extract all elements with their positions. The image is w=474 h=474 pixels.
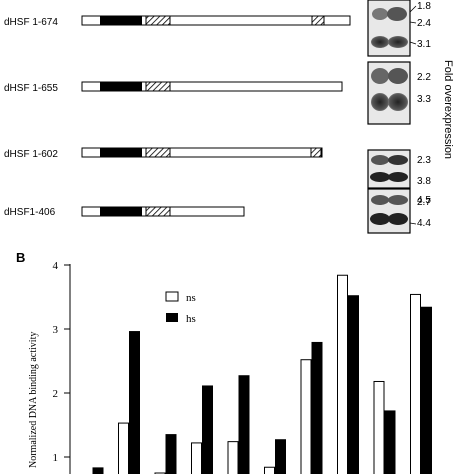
dna-binding-domain bbox=[100, 148, 142, 157]
bars bbox=[92, 274, 432, 474]
bar-ns bbox=[227, 441, 239, 474]
legend: ns hs bbox=[165, 291, 196, 325]
blot-panel-3 bbox=[367, 149, 411, 189]
construct-bar bbox=[81, 81, 343, 92]
construct-bar bbox=[81, 147, 323, 158]
construct-3: dHSF 1-602 bbox=[4, 147, 323, 160]
construct-4: dHSF1-406 bbox=[4, 206, 245, 218]
construct-label: dHSF1-406 bbox=[4, 207, 56, 218]
fold-value: 2.3 bbox=[417, 155, 431, 166]
bar-ns bbox=[410, 293, 421, 474]
bar-hs bbox=[202, 385, 213, 474]
y-tick-label: 2 bbox=[53, 388, 59, 400]
dna-binding-domain bbox=[100, 207, 142, 216]
construct-1: dHSF 1-674 bbox=[4, 15, 351, 28]
legend-swatch-ns bbox=[165, 291, 179, 302]
y-tick-label: 1 bbox=[53, 452, 59, 464]
trimerization-domain bbox=[145, 81, 171, 92]
blot-panel-4 bbox=[367, 188, 411, 234]
trimerization-domain bbox=[145, 147, 171, 158]
fold-value: 2.2 bbox=[417, 72, 431, 83]
bar-ns bbox=[264, 466, 275, 474]
fold-ticks bbox=[409, 5, 417, 225]
bar-hs bbox=[129, 331, 140, 474]
binding-chart: Normalized DNA binding activity 1 2 3 4 ns … bbox=[28, 260, 432, 474]
bar-hs bbox=[421, 306, 432, 474]
bar-hs bbox=[238, 375, 250, 474]
blot-panel-2 bbox=[367, 61, 411, 125]
construct-label: dHSF 1-674 bbox=[4, 17, 58, 28]
bar-ns bbox=[300, 359, 312, 474]
fold-value: 4.4 bbox=[417, 218, 431, 229]
legend-label-ns: ns bbox=[186, 292, 196, 304]
bar-ns bbox=[191, 442, 202, 474]
trimerization-domain bbox=[145, 15, 171, 26]
fold-value-visible: 2.7 bbox=[417, 197, 431, 208]
trimerization-domain bbox=[145, 206, 171, 217]
fold-value: 3.1 bbox=[417, 39, 431, 50]
bar-ns bbox=[373, 380, 385, 474]
fold-values: 1.8 2.4 3.1 2.2 3.3 2.3 3.8 4.5 2.7 2.7 … bbox=[417, 1, 431, 229]
fold-value: 4.5 bbox=[417, 195, 431, 206]
fold-value: 2.4 bbox=[417, 18, 431, 29]
bar-hs bbox=[348, 295, 359, 474]
bar-ns bbox=[337, 274, 348, 474]
c-terminal-domain bbox=[311, 15, 325, 26]
fold-value: 3.8 bbox=[417, 176, 431, 187]
construct-label: dHSF 1-602 bbox=[4, 149, 58, 160]
y-axis-label: Normalized DNA binding activity bbox=[28, 332, 39, 468]
fold-value: 1.8 bbox=[417, 1, 431, 12]
construct-label: dHSF 1-655 bbox=[4, 83, 58, 94]
blot-panel-1 bbox=[367, 0, 411, 57]
y-tick-label: 3 bbox=[53, 324, 59, 336]
bar-hs bbox=[311, 341, 323, 474]
dna-binding-domain bbox=[100, 82, 142, 91]
bar-hs bbox=[275, 439, 286, 474]
bar-hs bbox=[384, 410, 396, 474]
legend-swatch-hs bbox=[166, 313, 178, 322]
side-label: Fold overexpression bbox=[442, 60, 454, 159]
fold-value: 3.3 bbox=[417, 94, 431, 105]
construct-2: dHSF 1-655 bbox=[4, 81, 343, 94]
dna-binding-domain bbox=[100, 16, 142, 25]
legend-label-hs: hs bbox=[186, 313, 196, 325]
bar-ns bbox=[118, 422, 129, 474]
c-terminal-domain bbox=[310, 147, 322, 158]
bar-hs bbox=[92, 467, 104, 474]
panel-b-label: B bbox=[16, 250, 25, 265]
y-tick-label: 4 bbox=[53, 260, 59, 272]
bar-hs bbox=[165, 434, 177, 474]
construct-bar bbox=[81, 15, 351, 26]
y-ticks: 1 2 3 4 bbox=[53, 260, 70, 464]
